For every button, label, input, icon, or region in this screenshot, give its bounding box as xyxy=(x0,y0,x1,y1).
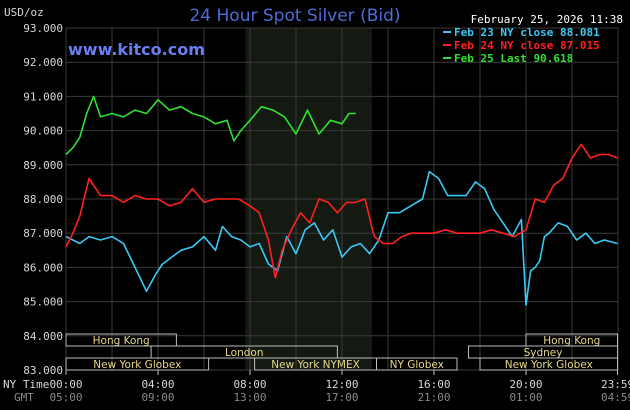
series-line-1 xyxy=(65,143,618,279)
session-label: NY Globex xyxy=(390,359,444,371)
y-axis-ticks: 93.000 92.000 91.000 90.000 89.000 88.000 87.0… xyxy=(23,22,63,377)
x-tick-ny: 16:00 xyxy=(417,378,450,391)
x-tick-ny: 04:00 xyxy=(141,378,174,391)
x-tick-gmt: 05:00 xyxy=(49,391,82,404)
x-tick-gmt: 04:59 xyxy=(601,391,630,404)
y-tick-label: 93.000 xyxy=(23,22,63,35)
ny-time-label: NY Time xyxy=(3,378,49,391)
session-box xyxy=(376,357,458,371)
session-label: New York Globex xyxy=(505,359,593,371)
x-tick-gmt: 13:00 xyxy=(233,391,266,404)
y-tick-label: 87.000 xyxy=(23,227,63,240)
session-box xyxy=(65,333,177,347)
y-tick-label: 89.000 xyxy=(23,159,63,172)
trading-sessions: Hong Kong London New York Globex New York N… xyxy=(65,333,619,371)
brand-watermark: www.kitco.com xyxy=(68,40,205,59)
series-line-0 xyxy=(65,170,618,306)
session-label: New York Globex xyxy=(93,359,181,371)
session-label: Hong Kong xyxy=(543,335,600,347)
timestamp: February 25, 2026 11:38 xyxy=(471,13,623,26)
session-label: Sydney xyxy=(524,347,563,359)
x-tick-ny: 12:00 xyxy=(325,378,358,391)
series-line-2 xyxy=(65,95,356,156)
y-tick-label: 83.000 xyxy=(23,364,63,377)
legend-entry: Feb 24 NY close 87.015 xyxy=(454,39,600,52)
x-tick-ny: 08:00 xyxy=(233,378,266,391)
x-tick-ny: 23:59 xyxy=(601,378,630,391)
y-tick-label: 90.000 xyxy=(23,125,63,138)
x-tick-gmt: 17:00 xyxy=(325,391,358,404)
legend-entry: Feb 23 NY close 88.081 xyxy=(454,26,600,39)
series-lines xyxy=(65,95,618,306)
x-tick-ny: 00:00 xyxy=(49,378,82,391)
session-label: New York NYMEX xyxy=(271,359,360,371)
gmt-label: GMT xyxy=(14,391,34,404)
y-tick-label: 92.000 xyxy=(23,56,63,69)
x-tick-gmt: 09:00 xyxy=(141,391,174,404)
y-tick-label: 84.000 xyxy=(23,330,63,343)
y-tick-label: 91.000 xyxy=(23,90,63,103)
session-box xyxy=(150,345,338,359)
session-label: Hong Kong xyxy=(93,335,150,347)
session-box xyxy=(65,357,210,371)
x-tick-gmt: 21:00 xyxy=(417,391,450,404)
x-tick-gmt: 01:00 xyxy=(509,391,542,404)
x-tick-ny: 20:00 xyxy=(509,378,542,391)
session-box xyxy=(479,357,619,371)
legend-entry: Feb 25 Last 90.618 xyxy=(454,52,573,65)
y-tick-label: 86.000 xyxy=(23,261,63,274)
chart-title: 24 Hour Spot Silver (Bid) xyxy=(189,6,400,26)
y-tick-label: 85.000 xyxy=(23,296,63,309)
y-axis-label: USD/oz xyxy=(4,6,44,19)
y-tick-label: 88.000 xyxy=(23,193,63,206)
session-label: London xyxy=(225,347,264,359)
